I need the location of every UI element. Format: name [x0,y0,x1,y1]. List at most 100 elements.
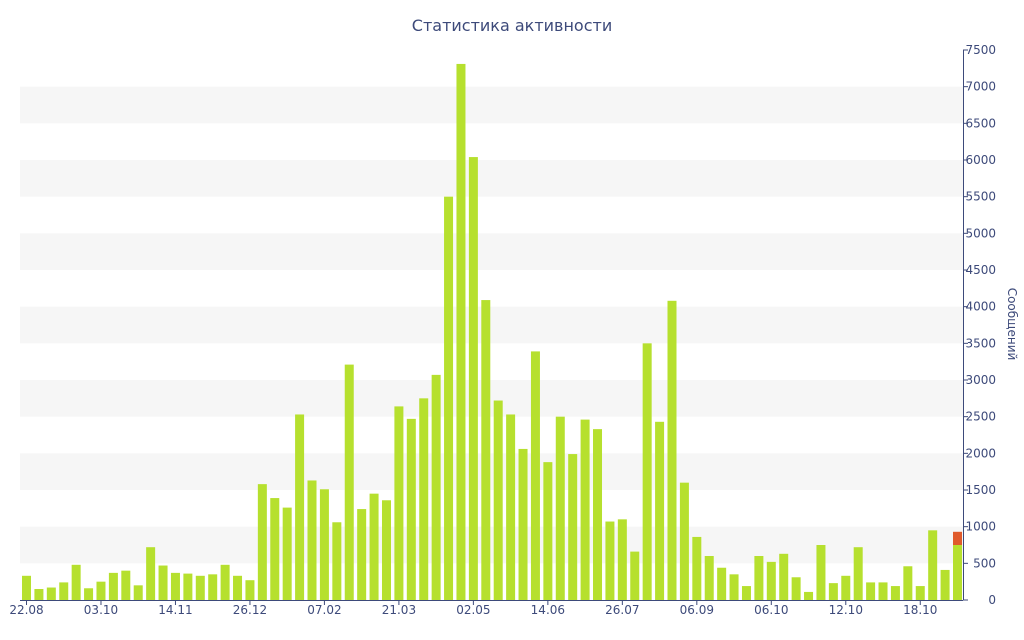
bar [369,493,379,600]
bar [568,454,578,600]
bar [170,572,180,600]
y-tick-label: 3500 [965,336,996,350]
bar [381,500,391,600]
bar [667,300,677,600]
grid-band [20,380,963,417]
y-tick-label: 1500 [965,483,996,497]
x-tick-label: 21.03 [382,603,416,617]
y-tick-label: 7500 [965,43,996,57]
y-tick-label: 4000 [965,300,996,314]
x-tick-label: 12.10 [829,603,863,617]
bar [270,498,280,600]
bar [394,406,404,600]
bar [530,351,540,600]
y-tick-label: 3000 [965,373,996,387]
bar [84,588,94,600]
x-tick-label: 14.11 [158,603,192,617]
bar [332,522,342,600]
bar [766,561,776,600]
bar [468,157,478,601]
bar [71,564,81,600]
bar [692,536,702,600]
bar [59,582,69,600]
x-tick-label: 22.08 [9,603,43,617]
grid-band [20,86,963,124]
y-tick-label: 5500 [965,190,996,204]
bar [828,583,838,600]
bar [158,565,168,600]
bar [282,507,292,600]
bar [431,374,441,600]
grid-band [20,233,963,270]
y-tick-label: 500 [973,556,996,570]
bar [915,586,925,600]
bar [257,484,267,600]
x-axis: 22.08 03.10 14.11 26.12 07.02 21.03 02.05 14.06… [9,600,963,617]
bar [121,570,131,600]
bar [357,509,367,600]
grid-bands [20,86,963,564]
bar [704,556,714,600]
bar [791,577,801,600]
bar [419,398,429,600]
bar [605,521,615,600]
bar [444,196,454,600]
bar [642,343,652,600]
bar [593,429,603,600]
bar [34,589,44,600]
x-tick-label: 03.10 [84,603,118,617]
bar [679,482,689,600]
bar [195,575,205,600]
bar [518,448,528,600]
y-tick-label: 6000 [965,153,996,167]
bar [717,567,727,600]
bar [481,300,491,600]
bar [543,462,553,600]
bar [741,586,751,600]
y-tick-label: 2000 [965,446,996,460]
bar-highlight [953,531,962,545]
bar [890,586,900,600]
bar [617,519,627,600]
grid-band [20,453,963,490]
bar [878,582,888,600]
y-tick-label: 0 [988,593,996,607]
bar [96,581,106,600]
bar [208,574,218,600]
chart-title: Статистика активности [412,16,612,35]
x-tick-label: 07.02 [307,603,341,617]
bar [853,547,863,600]
grid-band [20,306,963,344]
bar [506,414,516,600]
bar [344,364,354,600]
y-tick-label: 6500 [965,116,996,130]
bar [630,551,640,600]
grid-band [20,160,963,197]
bar [319,489,329,600]
bar [46,587,56,600]
x-tick-label: 02.05 [456,603,490,617]
x-tick-label: 14.06 [531,603,565,617]
y-tick-label: 1000 [965,520,996,534]
bar [655,421,665,600]
grid-band [20,526,963,564]
bar [940,569,950,600]
bar [555,416,565,600]
bar [928,530,938,600]
y-axis-label: Сообщений [1005,288,1019,361]
bar [133,585,143,600]
bar [22,575,31,600]
bar [146,547,156,600]
bar [866,582,876,600]
bar [183,573,193,600]
bar [953,545,962,600]
bar [406,418,416,600]
bar [580,419,590,600]
x-tick-label: 26.07 [605,603,639,617]
bar [779,553,789,600]
bar [729,574,739,600]
y-tick-label: 7000 [965,80,996,94]
bar [245,580,255,600]
bars [22,63,962,601]
